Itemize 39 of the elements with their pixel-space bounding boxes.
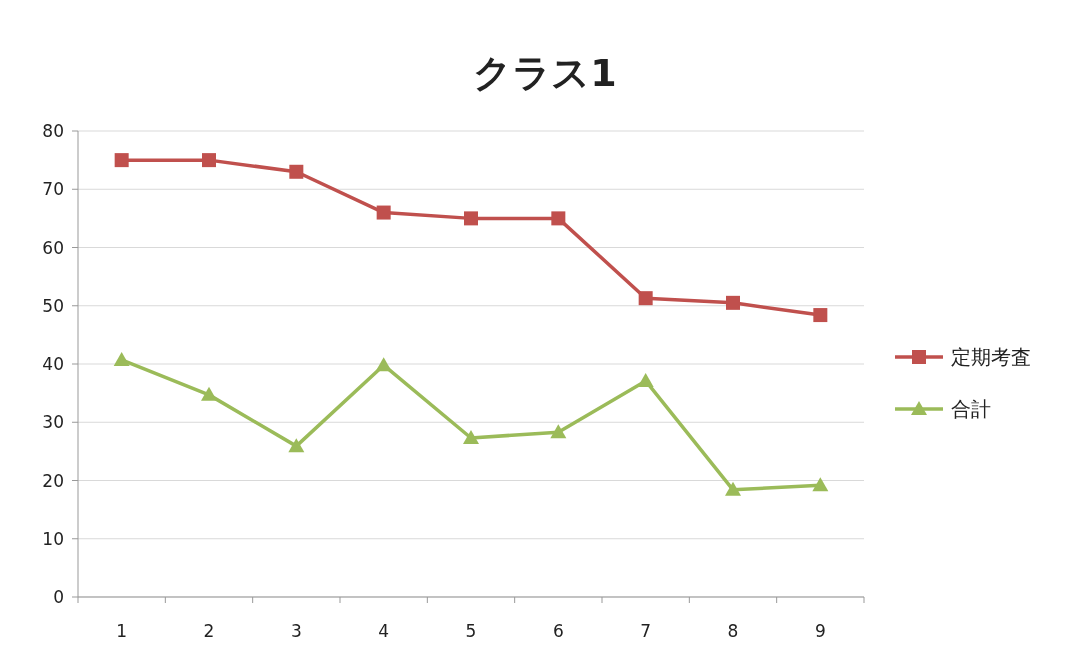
- y-tick-label: 0: [53, 587, 64, 607]
- point: [288, 438, 305, 453]
- point: [463, 429, 479, 444]
- point: [637, 372, 654, 387]
- point: [550, 424, 567, 439]
- x-tick-label: 2: [203, 621, 215, 641]
- y-tick-label: 50: [42, 295, 64, 316]
- y-tick-label: 40: [42, 354, 64, 374]
- point: [551, 211, 566, 226]
- point: [202, 153, 216, 168]
- y-tick-label: 20: [42, 470, 64, 491]
- point: [813, 308, 828, 323]
- point: [376, 205, 391, 220]
- x-tick-label: 6: [552, 621, 564, 641]
- legend-label: 定期考査: [951, 345, 1031, 369]
- chart-title: クラス1: [473, 51, 617, 95]
- point: [812, 477, 829, 492]
- x-tick-label: 3: [290, 621, 302, 641]
- legend-label: 合計: [951, 397, 991, 421]
- x-tick-label: 9: [814, 621, 826, 641]
- y-tick-label: 10: [42, 528, 64, 549]
- y-tick-label: 70: [42, 179, 64, 200]
- y-tick-label: 60: [42, 237, 64, 258]
- point: [464, 211, 478, 226]
- point: [289, 164, 304, 179]
- y-tick-label: 80: [42, 121, 64, 141]
- x-tick-label: 7: [640, 621, 652, 641]
- point: [726, 295, 740, 310]
- point: [638, 291, 653, 306]
- x-tick-label: 4: [378, 621, 390, 641]
- point: [375, 357, 392, 372]
- x-tick-label: 8: [727, 621, 739, 641]
- point: [201, 386, 217, 401]
- point: [114, 153, 129, 168]
- x-tick-label: 1: [116, 621, 128, 641]
- point: [725, 481, 741, 496]
- x-tick-label: 5: [465, 621, 477, 641]
- y-tick-label: 30: [42, 412, 64, 433]
- point: [113, 351, 130, 366]
